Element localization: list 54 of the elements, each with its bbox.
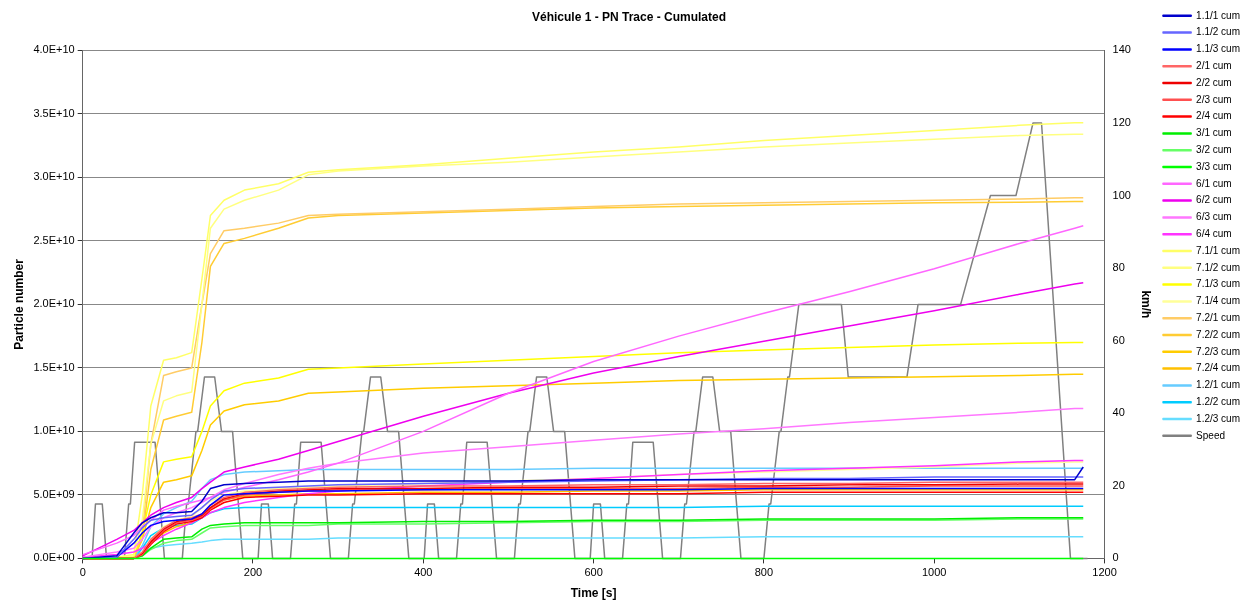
y-tick-label: 2.0E+10 — [33, 297, 75, 310]
legend-label: 7.1/4 cum — [1196, 295, 1241, 307]
y2-tick-label: 140 — [1112, 43, 1131, 56]
y2-tick-label: 0 — [1112, 551, 1119, 564]
legend-label: 6/1 cum — [1196, 177, 1232, 189]
y-tick-label: 5.0E+09 — [33, 487, 75, 500]
legend-label: 1.1/3 cum — [1196, 43, 1241, 55]
y-tick-label: 3.0E+10 — [33, 170, 75, 183]
legend-label: Speed — [1196, 429, 1226, 441]
legend-label: 2/1 cum — [1196, 59, 1232, 71]
y-axis-title: Particle number — [11, 258, 26, 350]
y-tick-label: 4.0E+10 — [33, 43, 75, 56]
legend-label: 7.2/4 cum — [1196, 362, 1241, 374]
legend-label: 1.2/3 cum — [1196, 412, 1241, 424]
legend-label: 3/3 cum — [1196, 160, 1232, 172]
x-tick-label: 0 — [79, 566, 86, 579]
y-tick-label: 1.5E+10 — [33, 360, 75, 373]
legend-label: 7.2/3 cum — [1196, 345, 1241, 357]
y2-tick-label: 60 — [1112, 333, 1125, 346]
x-tick-label: 200 — [243, 566, 263, 579]
legend-label: 3/2 cum — [1196, 143, 1232, 155]
x-tick-label: 1200 — [1092, 566, 1117, 579]
y2-tick-label: 40 — [1112, 406, 1125, 419]
y2-axis-title: km/h — [1138, 290, 1153, 319]
x-tick-label: 400 — [414, 566, 433, 579]
legend-label: 2/3 cum — [1196, 93, 1232, 105]
legend-label: 6/3 cum — [1196, 211, 1232, 223]
legend-label: 1.1/2 cum — [1196, 26, 1241, 38]
legend-label: 1.2/1 cum — [1196, 379, 1241, 391]
x-axis-title: Time [s] — [570, 586, 617, 601]
legend-label: 7.2/2 cum — [1196, 328, 1241, 340]
y-tick-label: 2.5E+10 — [33, 233, 75, 246]
y2-tick-label: 100 — [1112, 188, 1131, 201]
y-tick-label: 1.0E+10 — [33, 424, 75, 437]
legend-label: 6/4 cum — [1196, 227, 1232, 239]
legend-label: 7.1/1 cum — [1196, 244, 1241, 256]
x-tick-label: 800 — [754, 566, 774, 579]
legend-label: 1.2/2 cum — [1196, 395, 1241, 407]
y2-tick-label: 20 — [1112, 478, 1125, 491]
x-tick-label: 600 — [584, 566, 603, 579]
legend-label: 6/2 cum — [1196, 194, 1232, 206]
legend-label: 7.1/2 cum — [1196, 261, 1241, 273]
chart-title: Véhicule 1 - PN Trace - Cumulated — [531, 9, 727, 24]
x-tick-label: 1000 — [921, 566, 947, 579]
y2-tick-label: 120 — [1112, 116, 1131, 128]
legend-label: 1.1/1 cum — [1196, 9, 1241, 21]
legend-label: 7.1/3 cum — [1196, 278, 1241, 290]
y-tick-label: 3.5E+10 — [33, 106, 75, 119]
legend-label: 2/4 cum — [1196, 110, 1232, 122]
y-tick-label: 0.0E+00 — [33, 551, 75, 564]
legend-label: 2/2 cum — [1196, 76, 1232, 88]
legend-label: 3/1 cum — [1196, 127, 1232, 139]
legend-label: 7.2/1 cum — [1196, 311, 1241, 323]
y2-tick-label: 80 — [1112, 261, 1125, 274]
